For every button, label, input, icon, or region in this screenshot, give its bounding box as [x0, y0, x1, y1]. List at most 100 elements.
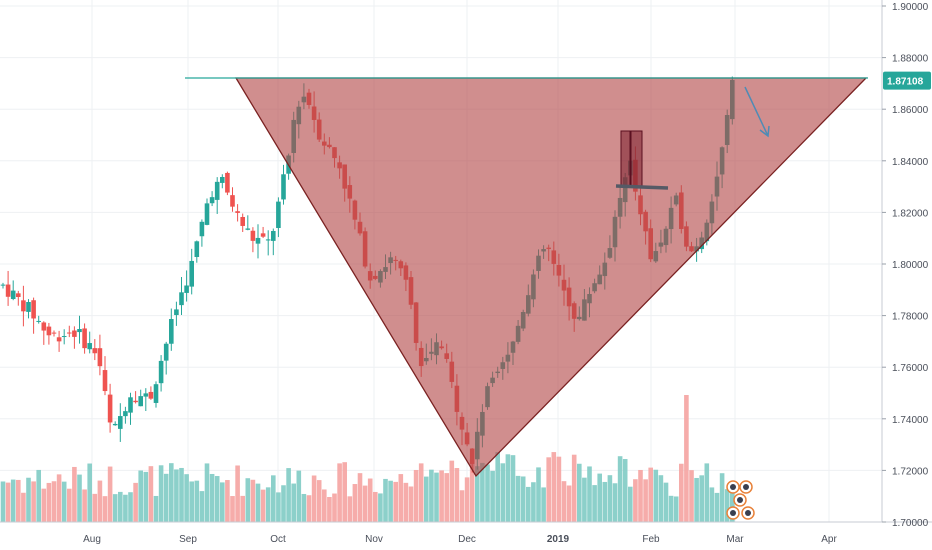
candle-body [36, 320, 41, 322]
volume-bar [398, 474, 404, 522]
volume-bar [582, 477, 587, 522]
candle-body [204, 203, 210, 225]
volume-bar [475, 466, 480, 522]
volume-bar [77, 474, 82, 522]
candle-body [163, 343, 169, 361]
candle-body [265, 239, 271, 241]
volume-bar [56, 474, 62, 522]
volume-bar [199, 491, 205, 522]
x-tick-label: Oct [270, 534, 286, 545]
candle-body [174, 309, 179, 316]
volume-bar [699, 475, 704, 522]
volume-bar [724, 489, 730, 522]
candle-body [148, 391, 154, 399]
volume-bar [102, 496, 108, 522]
volume-bar [5, 482, 11, 522]
y-tick-label: 1.74000 [892, 415, 929, 426]
volume-bar [347, 496, 353, 522]
volume-bar [235, 465, 240, 522]
volume-bar [628, 486, 633, 522]
volume-bar [663, 482, 669, 522]
volume-bar [485, 464, 490, 522]
volume-bar [46, 482, 52, 522]
y-tick-label: 1.78000 [892, 312, 929, 323]
volume-bar [123, 494, 128, 522]
volume-bar [592, 485, 597, 522]
volume-bar [459, 490, 465, 522]
volume-bar [112, 494, 118, 522]
candle-body [189, 260, 194, 287]
x-tick-label: Apr [821, 534, 837, 545]
volume-bar [209, 473, 215, 522]
volume-bar [633, 479, 638, 522]
marker-line [615, 184, 669, 190]
volume-bar [322, 489, 327, 522]
volume-bar [648, 467, 653, 522]
volume-bar [225, 480, 230, 522]
volume-bar [327, 496, 332, 522]
candle-body [276, 201, 281, 229]
candle-body [51, 332, 57, 334]
volume-bar [704, 463, 710, 522]
candle-body [72, 330, 77, 337]
volume-bar [679, 463, 684, 522]
candle-body [250, 230, 256, 241]
volume-bar [561, 481, 567, 522]
volume-bar [490, 470, 495, 522]
y-tick-label: 1.82000 [892, 208, 929, 219]
volume-bar [673, 496, 679, 522]
candle-body [87, 343, 92, 350]
volume-bar [306, 495, 312, 522]
volume-bar [0, 481, 6, 522]
volume-bar [10, 479, 16, 522]
candle-body [184, 285, 189, 293]
volume-bar [291, 483, 296, 522]
candle-body [138, 396, 143, 407]
volume-bar [439, 470, 444, 522]
y-tick-label: 1.80000 [892, 260, 929, 271]
volume-bar [546, 457, 551, 522]
event-badge-dot [730, 484, 736, 490]
candle-body [21, 300, 26, 312]
volume-bar [286, 468, 291, 522]
volume-bar [107, 466, 113, 522]
candle-body [82, 328, 87, 349]
arrow-line [744, 86, 769, 137]
x-tick-label: Nov [365, 534, 383, 545]
volume-bar [505, 454, 511, 522]
volume-bar [510, 455, 516, 522]
candle-body [61, 336, 67, 338]
volume-bar [526, 486, 531, 522]
candle-body [260, 233, 266, 237]
candle-body [46, 326, 52, 336]
candle-body [153, 384, 159, 403]
volume-bar [434, 472, 439, 522]
volume-bar [357, 473, 363, 522]
marker-rect [630, 130, 643, 188]
candle-body [77, 329, 82, 333]
candle-body [199, 221, 205, 237]
volume-bar [311, 475, 317, 522]
volume-bar [495, 452, 500, 522]
x-tick-label: 2019 [547, 534, 570, 545]
candle-body [0, 284, 6, 286]
volume-bar [541, 487, 546, 522]
marker-rect [620, 130, 631, 188]
x-tick-label: Sep [179, 534, 197, 545]
volume-bar [429, 469, 434, 522]
candle-body [123, 411, 128, 417]
candle-body [118, 416, 123, 429]
volume-bar [531, 482, 536, 522]
volume-bar [204, 463, 210, 522]
volume-bar [520, 476, 526, 522]
volume-bar [418, 463, 424, 522]
volume-bar [714, 492, 720, 522]
candle-body [67, 332, 72, 334]
volume-bar [276, 492, 281, 522]
candle-body [102, 370, 108, 392]
volume-bar [220, 482, 225, 522]
y-tick-label: 1.72000 [892, 466, 929, 477]
candle-body [169, 319, 174, 344]
volume-bar [265, 487, 271, 522]
